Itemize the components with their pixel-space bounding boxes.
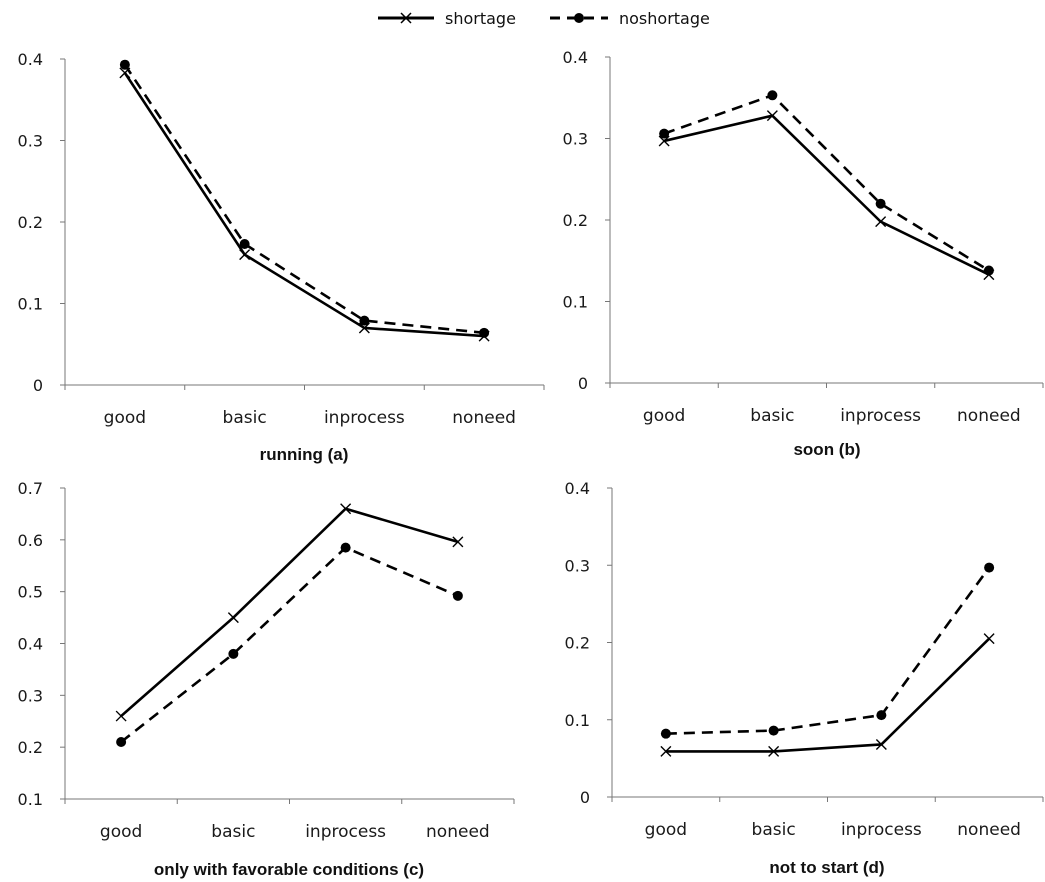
data-point-shortage [340,503,352,515]
y-tick-label: 0.4 [565,479,590,498]
data-point-noshortage [239,239,250,250]
data-point-shortage [875,216,887,228]
series-line-noshortage [123,63,485,335]
legend-label-shortage: shortage [445,9,516,28]
panel-soon: soon (b) 0 0.1 0.2 0.3 0.4 good basic inprocess… [563,48,1044,459]
series-line-noshortage [663,94,990,272]
data-point-noshortage [228,648,239,659]
y-tick-label: 0.2 [18,213,43,232]
x-tick-label: good [643,406,685,426]
y-tick-label: 0.2 [565,634,590,653]
series-line-shortage [663,114,990,276]
y-tick-label: 0.1 [563,293,588,312]
legend-item-shortage: shortage [378,9,516,28]
legend-item-noshortage: noshortage [550,9,710,28]
data-point-noshortage [660,728,671,739]
y-tick-label: 0.3 [565,556,590,575]
y-tick-label: 0.2 [563,211,588,230]
series-line-shortage [120,507,459,718]
data-point-shortage [358,322,370,334]
x-tick-label: basic [211,822,255,842]
x-tick-label: noneed [957,406,1021,426]
panel-title: only with favorable conditions (c) [154,860,424,879]
legend-cross-icon [400,12,412,24]
data-point-noshortage [875,198,886,209]
legend: shortage noshortage [378,9,710,28]
y-tick-label: 0.4 [563,48,588,67]
data-point-shortage [227,612,239,624]
legend-filled-circle-icon [574,13,584,23]
data-point-noshortage [116,736,127,747]
data-point-shortage [658,135,670,147]
panel-only-with-favorable-conditions: only with favorable conditions (c) 0.1 0.… [18,479,515,879]
data-point-shortage [115,710,127,722]
x-tick-label: good [104,408,146,428]
y-tick-label: 0.1 [18,295,43,314]
x-tick-label: noneed [957,820,1021,840]
panel-not-to-start: not to start (d) 0 0.1 0.2 0.3 0.4 good basic i… [565,479,1044,877]
y-tick-label: 0.1 [18,790,43,809]
series-line-noshortage [665,566,991,735]
data-point-noshortage [983,265,994,276]
data-point-noshortage [768,725,779,736]
legend-label-noshortage: noshortage [619,9,710,28]
data-point-noshortage [659,128,670,139]
data-point-shortage [875,738,887,750]
panel-title: soon (b) [793,440,860,459]
x-tick-label: basic [223,408,267,428]
x-tick-label: inprocess [305,822,386,842]
data-point-shortage [766,110,778,122]
x-tick-label: noneed [452,408,516,428]
y-tick-label: 0.5 [18,583,43,602]
y-tick-label: 0.3 [18,132,43,151]
data-point-noshortage [479,327,490,338]
x-tick-label: basic [750,406,794,426]
y-tick-label: 0.2 [18,738,43,757]
data-point-noshortage [452,590,463,601]
panel-title: running (a) [260,445,349,464]
x-tick-label: good [100,822,142,842]
data-point-shortage [768,745,780,757]
panel-title: not to start (d) [769,858,884,877]
y-tick-label: 0.4 [18,50,43,69]
y-tick-label: 0.6 [18,531,43,550]
series-line-shortage [665,637,991,753]
data-point-noshortage [359,315,370,326]
data-point-shortage [239,249,251,261]
series-line-shortage [123,72,485,338]
y-tick-label: 0.3 [18,686,43,705]
data-point-noshortage [767,90,778,101]
x-tick-label: noneed [426,822,490,842]
x-tick-label: inprocess [840,406,921,426]
data-point-shortage [660,745,672,757]
series-line-noshortage [120,546,459,744]
data-point-noshortage [876,710,887,721]
data-point-noshortage [984,562,995,573]
y-tick-label: 0.4 [18,635,43,654]
x-tick-label: inprocess [841,820,922,840]
x-tick-label: basic [752,820,796,840]
data-point-shortage [983,633,995,645]
x-tick-label: good [645,820,687,840]
y-tick-label: 0.3 [563,130,588,149]
x-tick-label: inprocess [324,408,405,428]
data-point-noshortage [119,59,130,70]
y-tick-label: 0 [580,788,590,807]
y-tick-label: 0 [33,376,43,395]
y-tick-label: 0.1 [565,711,590,730]
y-tick-label: 0 [578,374,588,393]
y-tick-label: 0.7 [18,479,43,498]
panel-running: running (a) 0 0.1 0.2 0.3 0.4 good basic inproc… [18,50,545,464]
data-point-noshortage [340,542,351,553]
data-point-shortage [452,536,464,548]
